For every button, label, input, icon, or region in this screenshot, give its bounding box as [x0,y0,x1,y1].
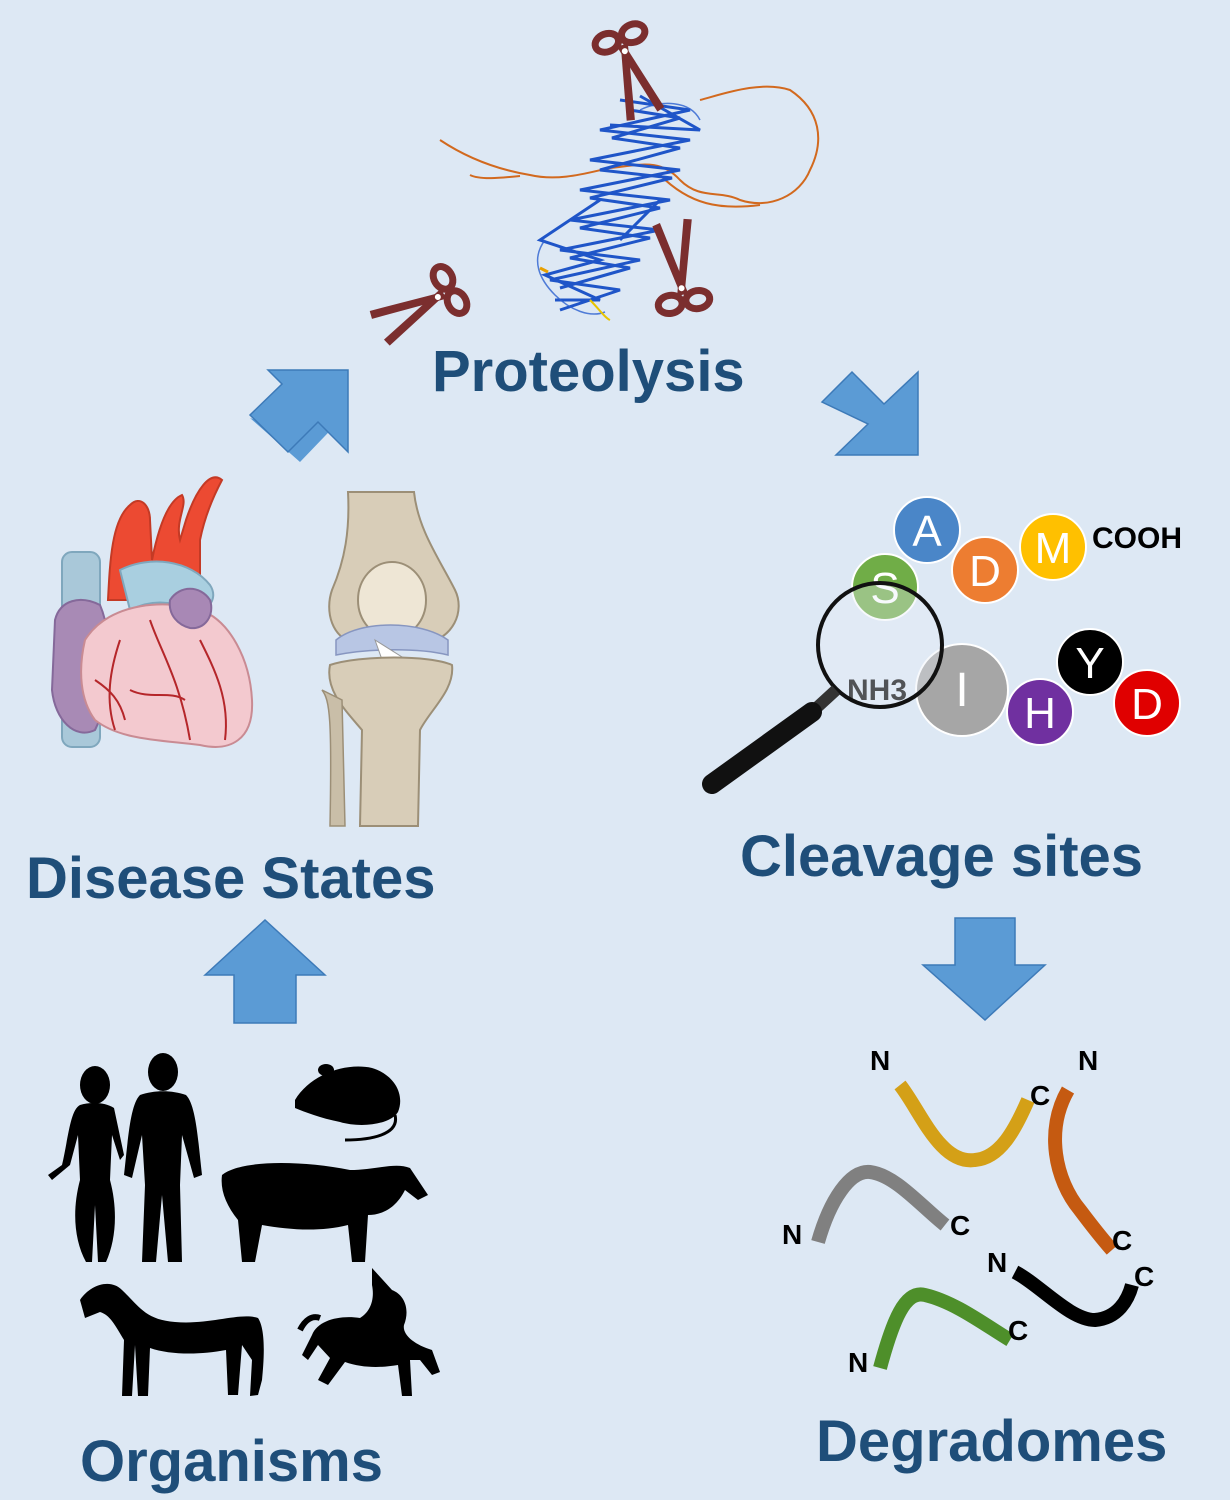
fragment-gray-c-label: C [950,1210,970,1241]
residue-d-red-label: D [1131,680,1163,729]
cow-silhouette [221,1163,428,1262]
degradomes-label: Degradomes [816,1409,1168,1474]
heart-illustration [50,476,254,748]
residue-d-red [1113,669,1181,737]
residue-i-label: I [955,664,968,717]
disease-states-label: Disease States [26,846,436,911]
residue-a [893,496,961,564]
degradome-fragments: N C N C N C N C N C [782,1045,1154,1378]
magnifying-glass-icon [702,581,944,794]
fragment-orange-n-label: N [1078,1045,1098,1076]
arrow-to-disease-states [203,918,327,1024]
fragment-yellow-n-label: N [870,1045,890,1076]
protein-structure-illustration [439,85,820,321]
scissors-icon-left [366,263,471,354]
fragment-green-c-label: C [1008,1315,1028,1346]
fragment-black-n-label: N [987,1247,1007,1278]
proteolysis-label: Proteolysis [432,339,745,404]
knee-joint-illustration [321,491,460,827]
residue-y [1056,628,1124,696]
fragment-black [1011,1265,1139,1328]
residue-s-label: S [870,564,899,613]
peptide-chain-illustration: S A D M I H Y D COOH NH3 [847,496,1182,746]
residue-d-orange [951,536,1019,604]
residue-m-label: M [1035,524,1072,573]
scissors-icon-top [592,21,672,124]
residue-h-label: H [1024,689,1056,738]
fragment-yellow-c-label: C [1030,1080,1050,1111]
man-silhouette [124,1053,202,1262]
arrow-to-cleavage-sites [820,370,919,456]
cleavage-sites-label: Cleavage sites [740,824,1144,889]
residue-a-label: A [912,507,942,556]
arrow-to-proteolysis [248,369,349,462]
organism-silhouettes [48,1053,440,1396]
residue-s [851,553,919,621]
unicorn-silhouette [297,1268,440,1396]
fragment-yellow [894,1080,1035,1168]
fragment-black-c-label: C [1134,1261,1154,1292]
residue-y-label: Y [1075,639,1104,688]
mouse-silhouette [295,1064,401,1142]
fragment-gray [811,1165,950,1244]
arrow-to-degradomes [921,917,1047,1022]
residue-h [1006,678,1074,746]
fragment-gray-n-label: N [782,1219,802,1250]
organisms-label: Organisms [80,1429,383,1494]
fragment-orange-c-label: C [1112,1225,1132,1256]
fragment-orange [1048,1086,1118,1255]
residue-d-orange-label: D [969,547,1001,596]
woman-silhouette [48,1066,124,1262]
fragment-green [873,1287,1014,1370]
horse-silhouette [80,1283,264,1396]
residue-m [1019,513,1087,581]
fragment-green-n-label: N [848,1347,868,1378]
c-terminus-label: COOH [1092,522,1182,555]
